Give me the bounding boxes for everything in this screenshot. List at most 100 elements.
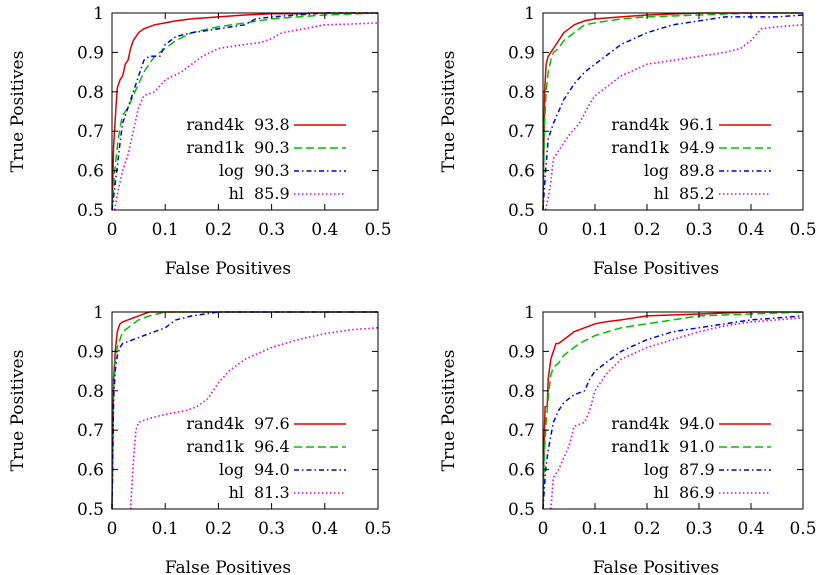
y-axis-label: True Positives bbox=[439, 350, 459, 472]
legend-score-hl: 85.9 bbox=[254, 184, 290, 203]
y-tick-label: 0.5 bbox=[508, 500, 535, 520]
legend-score-rand4k: 97.6 bbox=[254, 414, 290, 433]
curves bbox=[111, 12, 379, 211]
plot-frame bbox=[111, 311, 379, 510]
x-tick-label: 0 bbox=[107, 519, 118, 539]
legend-label-rand4k: rand4k bbox=[186, 414, 244, 433]
legend-label-rand4k: rand4k bbox=[611, 115, 669, 134]
y-axis-label: True Positives bbox=[8, 51, 28, 173]
legend-label-log: log bbox=[644, 161, 669, 180]
legend-label-hl: hl bbox=[229, 184, 244, 203]
series-line-hl bbox=[113, 22, 379, 211]
roc-panel-4: 0.5 0.6 0.7 0.8 0.9 1 0 0.1 0.2 0.3 0.4 0.5 False Po… bbox=[439, 303, 817, 575]
x-tick-label: 0.5 bbox=[789, 519, 816, 539]
curves bbox=[542, 12, 804, 211]
series-line-rand1k bbox=[542, 12, 803, 211]
x-tick-label: 0.4 bbox=[311, 519, 338, 539]
plot-frame bbox=[542, 311, 804, 510]
plot-frame bbox=[542, 12, 804, 211]
legend-score-log: 94.0 bbox=[254, 460, 290, 479]
legend-label-rand1k: rand1k bbox=[186, 138, 244, 157]
y-tick-label: 0.6 bbox=[508, 461, 535, 481]
y-tick-label: 0.5 bbox=[508, 201, 535, 221]
curves bbox=[542, 311, 804, 510]
x-tick-label: 0.3 bbox=[258, 519, 285, 539]
x-tick-label: 0.2 bbox=[205, 519, 232, 539]
curves bbox=[111, 311, 379, 510]
legend-score-rand1k: 91.0 bbox=[679, 437, 715, 456]
series-line-log bbox=[542, 315, 804, 510]
legend-label-log: log bbox=[644, 460, 669, 479]
x-tick-label: 0.1 bbox=[152, 220, 179, 240]
legend-score-rand4k: 96.1 bbox=[679, 115, 715, 134]
series-line-rand4k bbox=[542, 12, 803, 211]
roc-panel-1: 0.5 0.6 0.7 0.8 0.9 1 0 0.1 0.2 0.3 0.4 0.5 False Po… bbox=[8, 4, 392, 279]
series-line-log bbox=[111, 311, 378, 510]
legend-label-rand4k: rand4k bbox=[611, 414, 669, 433]
legend-score-rand1k: 90.3 bbox=[254, 138, 290, 157]
legend-score-log: 87.9 bbox=[679, 460, 715, 479]
y-tick-label: 0.6 bbox=[77, 461, 104, 481]
x-axis-label: False Positives bbox=[165, 259, 291, 279]
legend-label-hl: hl bbox=[654, 483, 669, 502]
y-tick-label: 0.8 bbox=[508, 382, 535, 402]
legend-score-rand1k: 94.9 bbox=[679, 138, 715, 157]
y-tick-label: 0.9 bbox=[508, 342, 535, 362]
x-tick-label: 0.3 bbox=[258, 220, 285, 240]
legend-label-log: log bbox=[219, 161, 244, 180]
x-tick-label: 0.5 bbox=[364, 220, 391, 240]
y-axis-label: True Positives bbox=[439, 51, 459, 173]
legend: rand4k 93.8 rand1k 90.3 log 90.3 hl 85.9 bbox=[186, 115, 346, 203]
x-axis-label: False Positives bbox=[165, 558, 291, 575]
x-tick-label: 0.3 bbox=[685, 220, 712, 240]
legend-label-hl: hl bbox=[229, 483, 244, 502]
x-tick-label: 0 bbox=[538, 519, 549, 539]
x-tick-label: 0.5 bbox=[789, 220, 816, 240]
legend-label-rand1k: rand1k bbox=[186, 437, 244, 456]
x-tick-label: 0.4 bbox=[311, 220, 338, 240]
x-tick-label: 0.4 bbox=[737, 220, 764, 240]
y-tick-label: 0.7 bbox=[508, 122, 535, 142]
y-tick-label: 0.5 bbox=[77, 500, 104, 520]
series-line-rand4k bbox=[111, 12, 378, 211]
y-tick-label: 0.7 bbox=[77, 421, 104, 441]
y-tick-label: 0.7 bbox=[77, 122, 104, 142]
x-axis-label: False Positives bbox=[593, 558, 719, 575]
legend-label-hl: hl bbox=[654, 184, 669, 203]
y-tick-label: 0.8 bbox=[508, 83, 535, 103]
x-tick-label: 0.1 bbox=[581, 519, 608, 539]
legend-score-hl: 85.2 bbox=[679, 184, 715, 203]
y-tick-label: 0.6 bbox=[77, 162, 104, 182]
y-tick-label: 0.8 bbox=[77, 382, 104, 402]
series-line-hl bbox=[550, 317, 804, 510]
legend-score-rand1k: 96.4 bbox=[254, 437, 290, 456]
x-tick-label: 0.2 bbox=[633, 519, 660, 539]
legend-score-log: 90.3 bbox=[254, 161, 290, 180]
series-line-rand1k bbox=[111, 12, 379, 211]
x-axis-label: False Positives bbox=[593, 259, 719, 279]
series-line-rand4k bbox=[542, 311, 803, 510]
y-tick-label: 1 bbox=[93, 303, 104, 323]
y-tick-label: 0.9 bbox=[77, 342, 104, 362]
legend-label-log: log bbox=[219, 460, 244, 479]
x-tick-label: 0.1 bbox=[581, 220, 608, 240]
legend: rand4k 94.0 rand1k 91.0 log 87.9 hl 86.9 bbox=[611, 414, 771, 502]
x-tick-label: 0 bbox=[107, 220, 118, 240]
roc-panel-2: 0.5 0.6 0.7 0.8 0.9 1 0 0.1 0.2 0.3 0.4 0.5 False Po… bbox=[439, 4, 817, 279]
legend-label-rand1k: rand1k bbox=[611, 138, 669, 157]
legend: rand4k 97.6 rand1k 96.4 log 94.0 hl 81.3 bbox=[186, 414, 346, 502]
y-tick-label: 1 bbox=[524, 303, 535, 323]
legend-score-hl: 86.9 bbox=[679, 483, 715, 502]
legend-score-rand4k: 94.0 bbox=[679, 414, 715, 433]
series-line-rand4k bbox=[111, 311, 378, 510]
series-line-hl bbox=[544, 24, 804, 211]
x-tick-label: 0.2 bbox=[205, 220, 232, 240]
x-tick-label: 0.2 bbox=[633, 220, 660, 240]
y-tick-label: 0.8 bbox=[77, 83, 104, 103]
series-line-log bbox=[542, 14, 804, 211]
series-line-log bbox=[111, 12, 378, 211]
plot-frame bbox=[111, 12, 379, 211]
legend-score-log: 89.8 bbox=[679, 161, 715, 180]
y-tick-label: 0.9 bbox=[508, 43, 535, 63]
